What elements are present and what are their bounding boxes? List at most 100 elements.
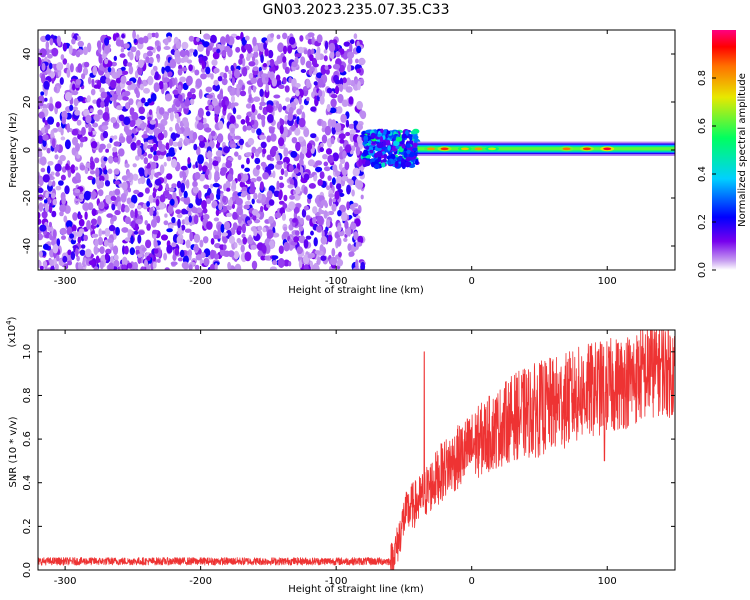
x-tick-label: 0 bbox=[469, 276, 475, 287]
heatmap-cell bbox=[198, 89, 203, 99]
heatmap-cell bbox=[325, 68, 330, 75]
heatmap-cell bbox=[410, 130, 418, 135]
heatmap-cell bbox=[108, 155, 114, 164]
heatmap-cell bbox=[55, 144, 60, 152]
heatmap-cell bbox=[122, 96, 129, 101]
heatmap-cell bbox=[65, 220, 73, 229]
heatmap-cell bbox=[208, 160, 213, 171]
heatmap-cell bbox=[96, 40, 102, 49]
heatmap-cell bbox=[247, 137, 255, 146]
heatmap-cell bbox=[84, 167, 89, 175]
heatmap-cell bbox=[108, 224, 116, 232]
heatmap-cell bbox=[113, 135, 118, 140]
heatmap-cell bbox=[245, 152, 253, 157]
heatmap-cell bbox=[72, 212, 78, 221]
heatmap-cell bbox=[82, 67, 89, 76]
heatmap-cell bbox=[150, 146, 154, 153]
heatmap-cell bbox=[244, 167, 251, 172]
heatmap-cell bbox=[324, 125, 332, 136]
heatmap-cell bbox=[319, 171, 325, 180]
heatmap-cell bbox=[38, 177, 44, 187]
heatmap-cell bbox=[326, 87, 333, 94]
heatmap-cell bbox=[343, 237, 348, 242]
heatmap-cell bbox=[262, 62, 268, 68]
heatmap-cell bbox=[298, 259, 303, 269]
heatmap-cell bbox=[284, 114, 288, 122]
heatmap-cell bbox=[337, 210, 342, 217]
heatmap-cell bbox=[54, 263, 59, 270]
heatmap-cell bbox=[212, 84, 216, 91]
heatmap-cell bbox=[213, 253, 220, 260]
heatmap-cell bbox=[144, 187, 150, 194]
heatmap-cell bbox=[301, 146, 308, 155]
heatmap-cell bbox=[239, 181, 245, 188]
heatmap-cell bbox=[77, 95, 84, 102]
heatmap-cell bbox=[76, 119, 82, 126]
heatmap-cell bbox=[287, 112, 294, 122]
heatmap-cell bbox=[406, 143, 411, 149]
heatmap-cell bbox=[282, 77, 287, 85]
heatmap-cell bbox=[175, 99, 181, 108]
heatmap-cell bbox=[244, 43, 251, 50]
heatmap-cell bbox=[223, 250, 231, 257]
heatmap-cell bbox=[150, 32, 157, 38]
heatmap-cell bbox=[138, 106, 145, 115]
heatmap-cell bbox=[210, 238, 215, 245]
heatmap-cell bbox=[283, 241, 290, 252]
heatmap-cell bbox=[180, 57, 186, 64]
heatmap-cell bbox=[53, 86, 58, 93]
heatmap-cell bbox=[133, 230, 139, 235]
heatmap-cell bbox=[152, 229, 159, 235]
heatmap-cell bbox=[183, 197, 191, 205]
heatmap-cell bbox=[312, 216, 317, 224]
heatmap-cell bbox=[317, 179, 324, 186]
heatmap-cell bbox=[147, 116, 152, 121]
heatmap-cell bbox=[111, 61, 117, 67]
colorbar-axis: 0.0 0.2 0.4 0.6 0.8 bbox=[697, 70, 716, 278]
heatmap-cell bbox=[124, 163, 130, 168]
heatmap-cell bbox=[228, 250, 235, 258]
heatmap-cell bbox=[155, 198, 160, 207]
heatmap-cell bbox=[74, 188, 81, 194]
heatmap-cell bbox=[256, 164, 261, 170]
heatmap-cell bbox=[339, 146, 343, 153]
heatmap-cell bbox=[56, 121, 60, 128]
heatmap-cell bbox=[215, 150, 223, 157]
heatmap-cell bbox=[303, 239, 309, 249]
heatmap-cell bbox=[38, 250, 43, 258]
heatmap-cell bbox=[237, 154, 242, 161]
heatmap-cell bbox=[235, 35, 241, 40]
heatmap-cell bbox=[313, 237, 318, 247]
heatmap-cell bbox=[129, 51, 134, 61]
heatmap-cell bbox=[299, 104, 304, 110]
heatmap-cell bbox=[262, 227, 267, 233]
heatmap-cell bbox=[123, 116, 131, 126]
heatmap-cell bbox=[198, 163, 203, 172]
heatmap-cell bbox=[259, 101, 267, 106]
heatmap-cell bbox=[319, 95, 325, 105]
heatmap-cell bbox=[134, 208, 138, 219]
heatmap-cell bbox=[357, 80, 361, 91]
heatmap-cell bbox=[93, 245, 99, 255]
heatmap-cell bbox=[221, 49, 227, 57]
heatmap-cell bbox=[196, 148, 201, 156]
heatmap-cell bbox=[51, 210, 57, 218]
heatmap-cell bbox=[313, 63, 319, 68]
heatmap-cell bbox=[412, 135, 419, 140]
heatmap-cell bbox=[195, 254, 203, 261]
heatmap-cell bbox=[188, 215, 192, 223]
heatmap-cell bbox=[108, 262, 114, 270]
heatmap-cell bbox=[291, 137, 298, 144]
heatmap-cell bbox=[158, 107, 165, 115]
heatmap-cell bbox=[346, 79, 352, 86]
x-tick-label: -200 bbox=[189, 576, 212, 587]
heatmap-cell bbox=[75, 231, 83, 237]
heatmap-cell bbox=[172, 191, 177, 200]
heatmap-cell bbox=[197, 44, 204, 52]
heatmap-cell bbox=[39, 265, 44, 270]
heatmap-cell bbox=[364, 139, 368, 145]
heatmap-cell bbox=[121, 227, 129, 233]
heatmap-cell bbox=[351, 189, 355, 197]
heatmap-cell bbox=[161, 234, 168, 241]
heatmap-cell bbox=[230, 143, 237, 149]
